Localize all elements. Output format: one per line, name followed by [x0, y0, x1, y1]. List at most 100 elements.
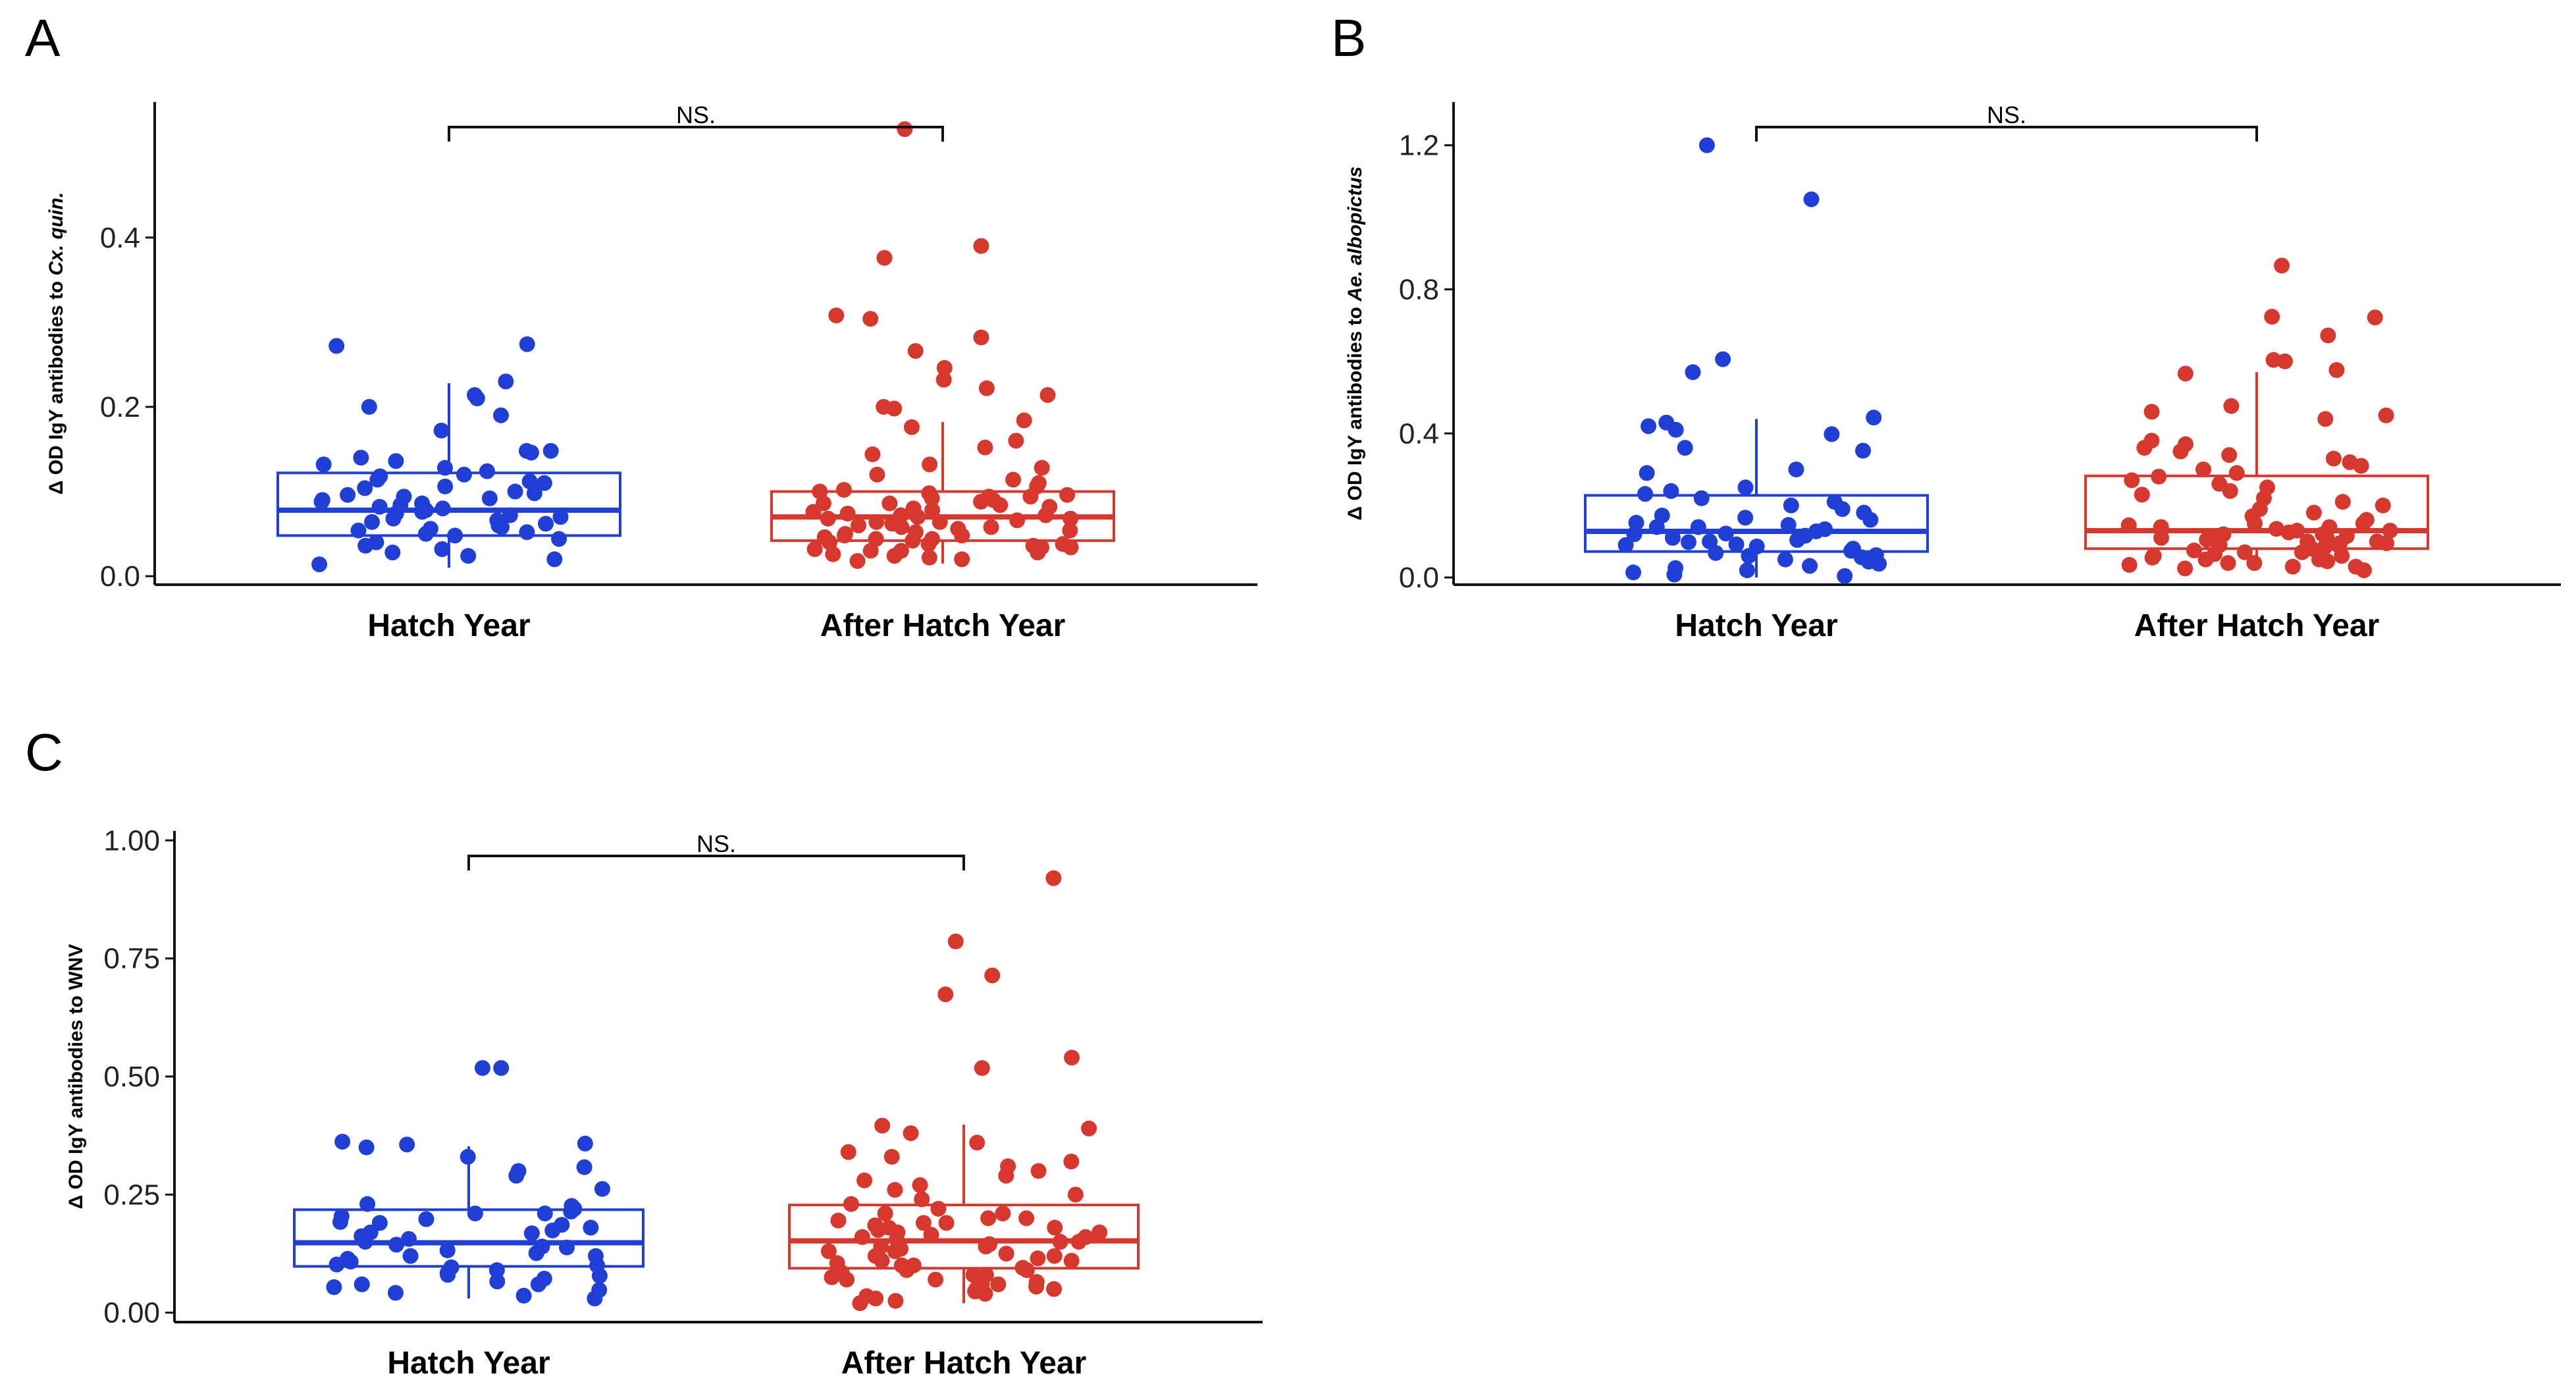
- data-point: [2305, 504, 2322, 521]
- data-point: [542, 442, 559, 459]
- data-point: [1803, 191, 1820, 207]
- data-point: [1046, 1248, 1063, 1264]
- data-point: [313, 493, 330, 510]
- data-point: [887, 1243, 903, 1260]
- data-point: [546, 551, 563, 568]
- y-tick-label: 1.00: [103, 824, 160, 857]
- data-point: [839, 505, 856, 521]
- data-point: [849, 552, 866, 569]
- data-point: [479, 463, 495, 479]
- data-point: [577, 1135, 593, 1152]
- data-point: [2177, 560, 2194, 577]
- data-point: [887, 1292, 904, 1309]
- data-point: [893, 1257, 910, 1273]
- data-point: [353, 450, 369, 466]
- data-point: [1783, 497, 1799, 514]
- data-point: [1067, 1186, 1084, 1203]
- data-point: [436, 460, 453, 476]
- data-point: [559, 1239, 575, 1256]
- data-point: [589, 1257, 606, 1273]
- data-point: [357, 537, 374, 554]
- data-point: [1685, 364, 1701, 381]
- data-point: [843, 1196, 859, 1212]
- data-point: [1063, 539, 1079, 556]
- data-point: [371, 498, 388, 515]
- data-point: [856, 1172, 873, 1188]
- data-point: [1009, 512, 1026, 529]
- panel-c: C 0.00 0.25 0.50 0.75 1.00 Δ OD IgY antibodies…: [25, 723, 1263, 1381]
- data-point: [912, 1177, 928, 1193]
- y-tick-label: 0.00: [103, 1297, 160, 1329]
- data-point: [2153, 529, 2170, 546]
- data-point: [1789, 532, 1806, 548]
- data-point: [2223, 398, 2240, 414]
- data-point: [2197, 551, 2214, 568]
- data-point: [1008, 433, 1024, 449]
- data-point: [342, 1254, 359, 1270]
- data-point: [563, 1204, 579, 1220]
- data-point: [489, 1273, 506, 1290]
- data-point: [537, 1206, 553, 1222]
- data-point: [2375, 497, 2391, 514]
- data-point: [1034, 460, 1050, 476]
- data-point: [594, 1181, 610, 1197]
- data-point: [1702, 533, 1718, 550]
- data-point: [1039, 386, 1056, 403]
- x-category-label: After Hatch Year: [2134, 608, 2380, 643]
- data-point: [2300, 533, 2316, 550]
- data-point: [2220, 555, 2236, 572]
- data-point: [922, 456, 938, 473]
- data-point: [820, 510, 836, 527]
- data-point: [523, 444, 539, 461]
- x-category-label: Hatch Year: [1675, 608, 1837, 643]
- data-point: [371, 1215, 388, 1231]
- data-point: [1871, 556, 1887, 572]
- data-point: [1045, 870, 1062, 886]
- data-point: [544, 1222, 561, 1238]
- data-point: [883, 1148, 900, 1165]
- significance-label: NS.: [697, 830, 736, 857]
- data-point: [433, 422, 450, 439]
- data-point: [1078, 1229, 1094, 1245]
- data-point: [862, 543, 879, 559]
- data-point: [1030, 1163, 1047, 1179]
- data-point: [439, 1242, 456, 1258]
- data-point: [340, 487, 356, 503]
- data-point: [820, 1243, 837, 1260]
- data-point: [1063, 1154, 1080, 1170]
- data-point: [2311, 551, 2327, 568]
- data-point: [998, 1167, 1014, 1184]
- data-point: [937, 986, 954, 1003]
- data-point: [924, 490, 940, 506]
- data-point: [526, 485, 542, 502]
- data-point: [978, 1238, 994, 1255]
- x-category-label: Hatch Year: [387, 1346, 550, 1381]
- data-point: [2228, 465, 2245, 481]
- data-point: [493, 1060, 510, 1077]
- data-point: [2353, 458, 2369, 474]
- data-point: [417, 525, 434, 542]
- data-point: [329, 1256, 345, 1273]
- data-point: [1063, 1252, 1080, 1269]
- data-point: [868, 531, 884, 547]
- data-point: [587, 1291, 603, 1307]
- data-point: [968, 1281, 985, 1297]
- data-point: [2151, 468, 2167, 485]
- data-point: [1626, 526, 1643, 543]
- data-point: [1668, 421, 1684, 438]
- data-point: [1018, 1210, 1035, 1227]
- data-point: [812, 483, 828, 500]
- data-point: [836, 481, 853, 498]
- data-point: [469, 390, 485, 407]
- data-point: [357, 480, 373, 496]
- data-point: [315, 456, 332, 473]
- data-point: [1617, 537, 1634, 553]
- data-point: [1741, 548, 1757, 564]
- data-point: [2134, 487, 2150, 503]
- data-point: [869, 466, 885, 483]
- data-point: [877, 1206, 893, 1222]
- data-point: [388, 453, 404, 469]
- significance-label: NS.: [676, 101, 716, 128]
- data-point: [534, 1238, 550, 1255]
- data-point: [2355, 516, 2371, 532]
